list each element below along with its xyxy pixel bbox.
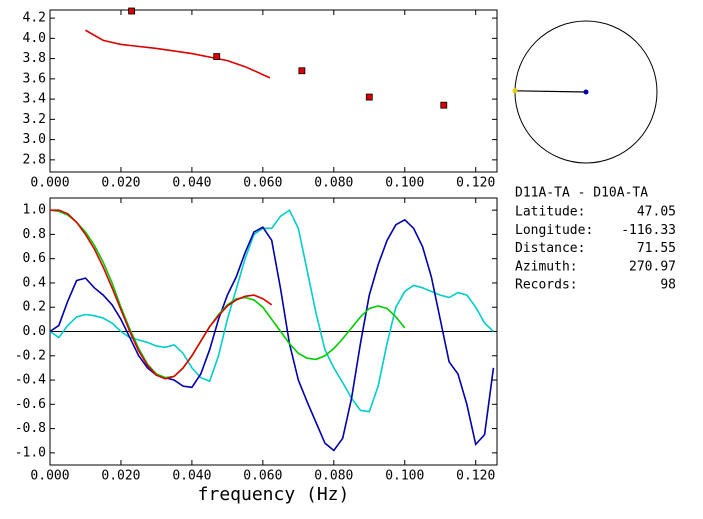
- field-value: 71.55: [637, 241, 676, 256]
- series-line: [50, 209, 273, 380]
- plot-frame: [49, 9, 498, 173]
- x-tick-label: 0.080: [314, 469, 353, 484]
- y-tick-label: 4.2: [23, 11, 46, 26]
- field-label: Distance:: [515, 241, 585, 256]
- x-tick-label: 0.020: [101, 176, 140, 191]
- x-tick-label: 0.040: [172, 176, 211, 191]
- y-tick-label: 1.0: [23, 203, 46, 218]
- field-label: Longitude:: [515, 223, 593, 238]
- azimuth-dot: [512, 88, 518, 94]
- station-dot: [583, 89, 589, 95]
- x-tick-label: 0.060: [243, 469, 282, 484]
- x-axis-label: frequency (Hz): [198, 484, 350, 505]
- x-tick-label: 0.000: [30, 176, 69, 191]
- x-tick-label: 0.100: [385, 176, 424, 191]
- x-tick-label: 0.060: [243, 176, 282, 191]
- point: [213, 53, 221, 60]
- x-tick-label: 0.020: [101, 469, 140, 484]
- field-label: Latitude:: [515, 205, 585, 220]
- series-line: [49, 209, 406, 379]
- y-tick-label: 0.6: [23, 251, 46, 266]
- field-label: Azimuth:: [515, 259, 578, 274]
- y-tick-label: -0.4: [15, 373, 46, 388]
- y-tick-label: 4.0: [23, 31, 46, 46]
- field-value: 270.97: [629, 259, 676, 274]
- series-line: [49, 218, 495, 452]
- x-tick-label: 0.120: [456, 469, 495, 484]
- field-label: Records:: [515, 278, 578, 293]
- x-tick-label: 0.000: [30, 469, 69, 484]
- y-tick-label: -0.2: [15, 348, 46, 363]
- y-tick-label: 3.0: [23, 132, 46, 147]
- series-line: [49, 208, 495, 413]
- field-value: -116.33: [621, 223, 676, 238]
- y-tick-label: 0.4: [23, 275, 47, 290]
- point: [128, 7, 135, 15]
- y-tick-label: 0.8: [23, 227, 46, 242]
- y-tick-label: 3.6: [23, 71, 46, 86]
- y-tick-label: 2.8: [23, 152, 46, 167]
- field-value: 47.05: [637, 205, 676, 220]
- y-tick-label: 3.2: [23, 112, 46, 127]
- point: [440, 101, 448, 109]
- y-tick-label: 3.8: [23, 51, 46, 66]
- station-title: D11A-TA - D10A-TA: [515, 186, 648, 201]
- x-tick-label: 0.040: [172, 469, 211, 484]
- y-tick-label: 3.4: [23, 92, 47, 107]
- series-line: [85, 29, 271, 79]
- y-tick-label: 0.0: [23, 324, 46, 339]
- point: [365, 93, 373, 101]
- x-tick-label: 0.120: [456, 176, 495, 191]
- point: [298, 67, 306, 75]
- y-tick-label: -0.6: [15, 397, 46, 412]
- field-value: 98: [660, 278, 676, 293]
- x-tick-label: 0.080: [314, 176, 353, 191]
- x-tick-label: 0.100: [385, 469, 424, 484]
- azimuth-line: [515, 90, 587, 93]
- y-tick-label: 0.2: [23, 300, 46, 315]
- y-tick-label: -0.8: [15, 421, 46, 436]
- y-tick-label: -1.0: [15, 445, 46, 460]
